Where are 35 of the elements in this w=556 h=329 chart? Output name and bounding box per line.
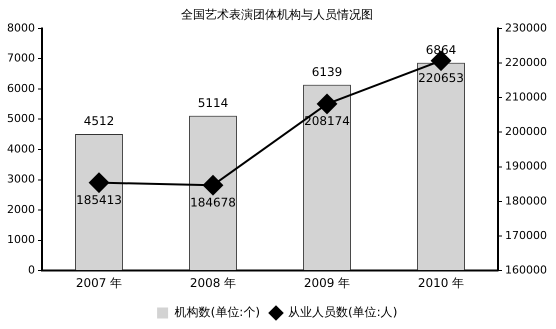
data-label: 6139: [312, 64, 342, 79]
y2-tick-label: 230000: [505, 21, 548, 34]
data-label: 184678: [190, 195, 236, 210]
y2-tick-label: 200000: [505, 125, 548, 138]
legend-label: 机构数(单位:个): [174, 305, 260, 320]
chart-title: 全国艺术表演团体机构与人员情况图: [181, 7, 373, 22]
y2-tick-label: 190000: [505, 160, 548, 173]
data-label: 5114: [198, 96, 228, 110]
y-tick-label: 5000: [6, 112, 35, 126]
x-tick-label: 2009 年: [304, 276, 350, 290]
y2-tick-label: 220000: [505, 56, 548, 69]
y2-tick-label: 180000: [505, 194, 548, 208]
y-tick-label: 4000: [6, 142, 35, 156]
y-tick-label: 7000: [6, 52, 35, 65]
data-label: 185413: [76, 192, 122, 207]
y2-tick-label: 170000: [505, 228, 548, 242]
x-tick-label: 2010 年: [418, 276, 464, 290]
y-tick-label: 0: [28, 263, 35, 276]
point: [203, 175, 223, 196]
y-tick-label: 3000: [6, 172, 35, 186]
point: [317, 94, 338, 114]
x-tick-label: 2007 年: [76, 276, 122, 290]
x-tick-label: 2008 年: [190, 276, 236, 290]
data-label: 4512: [84, 114, 114, 128]
data-label: 6864: [426, 42, 456, 57]
data-label: 220653: [418, 70, 464, 85]
y-tick-label: 2000: [6, 202, 35, 216]
y-tick-label: 6000: [6, 82, 35, 95]
y2-tick-label: 210000: [505, 90, 548, 104]
y-tick-label: 8000: [6, 21, 35, 34]
legend-label: 从业人员数(单位:人): [288, 305, 398, 320]
y2-tick-label: 160000: [505, 263, 548, 276]
data-label: 208174: [304, 114, 350, 128]
point: [88, 172, 109, 193]
y-tick-label: 1000: [6, 233, 35, 246]
